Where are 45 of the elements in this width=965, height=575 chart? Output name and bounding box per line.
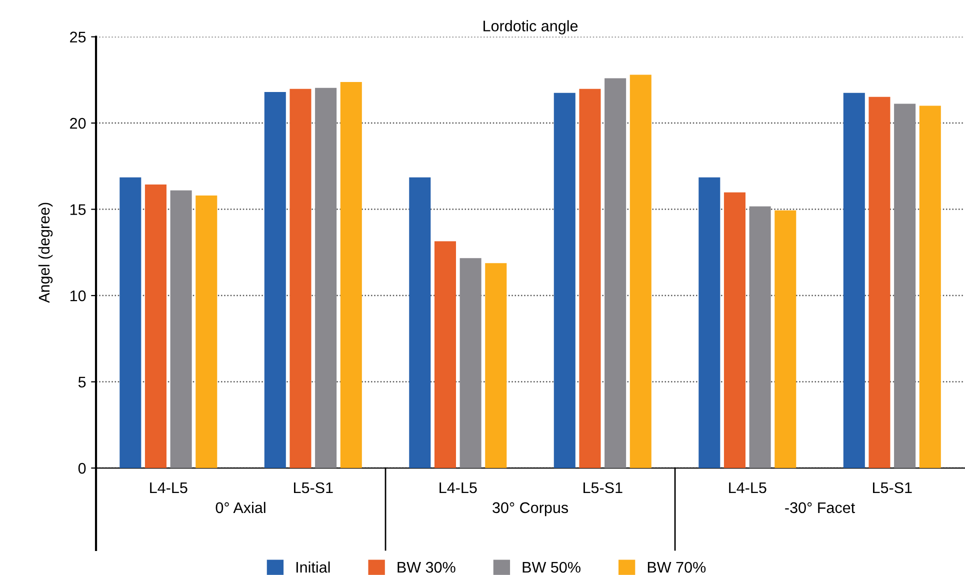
x-tick-label: L4-L5 xyxy=(150,482,188,494)
bar xyxy=(724,192,746,468)
x-tick-label: L5-S1 xyxy=(584,482,622,494)
y-tick-label: 15 xyxy=(70,204,86,215)
bar xyxy=(774,210,796,468)
bar xyxy=(196,196,218,468)
legend-label: BW 50% xyxy=(522,562,580,573)
y-tick-label: 25 xyxy=(70,32,86,42)
bar xyxy=(919,106,941,468)
text: 0° Axial xyxy=(216,502,266,514)
legend-label: BW 30% xyxy=(398,562,456,573)
y-tick-label: 5 xyxy=(78,376,86,388)
bar xyxy=(120,177,142,468)
text: 30° Corpus xyxy=(492,502,568,516)
bar xyxy=(434,241,456,468)
bar xyxy=(485,263,507,468)
y-tick-label: 10 xyxy=(70,290,86,302)
bar xyxy=(579,88,601,468)
bar xyxy=(264,92,286,468)
bar xyxy=(554,92,576,468)
bar xyxy=(315,88,337,468)
bar xyxy=(868,96,890,468)
bar xyxy=(894,104,916,468)
bar xyxy=(843,92,865,468)
bar xyxy=(144,184,166,468)
y-tick-label: 0 xyxy=(78,462,86,474)
text: -30° Facet xyxy=(785,502,855,514)
bar xyxy=(460,258,482,468)
bar xyxy=(630,74,652,468)
bar xyxy=(170,190,192,468)
x-tick-label: L4-L5 xyxy=(440,482,477,494)
bar xyxy=(340,82,362,468)
bar xyxy=(290,88,312,468)
bar xyxy=(604,78,626,468)
bar xyxy=(409,177,431,468)
bar xyxy=(749,206,771,468)
x-tick-label: L5-S1 xyxy=(873,482,912,494)
x-tick-label: L5-S1 xyxy=(294,482,333,494)
y-axis-title: Angel (degree) xyxy=(38,202,53,303)
x-tick-label: L4-L5 xyxy=(729,482,766,494)
legend-label: BW 70% xyxy=(648,562,706,573)
chart-title: Lordotic angle xyxy=(484,20,578,34)
y-tick-label: 20 xyxy=(70,118,86,129)
legend-label: Initial xyxy=(296,561,330,573)
bar xyxy=(698,177,720,468)
